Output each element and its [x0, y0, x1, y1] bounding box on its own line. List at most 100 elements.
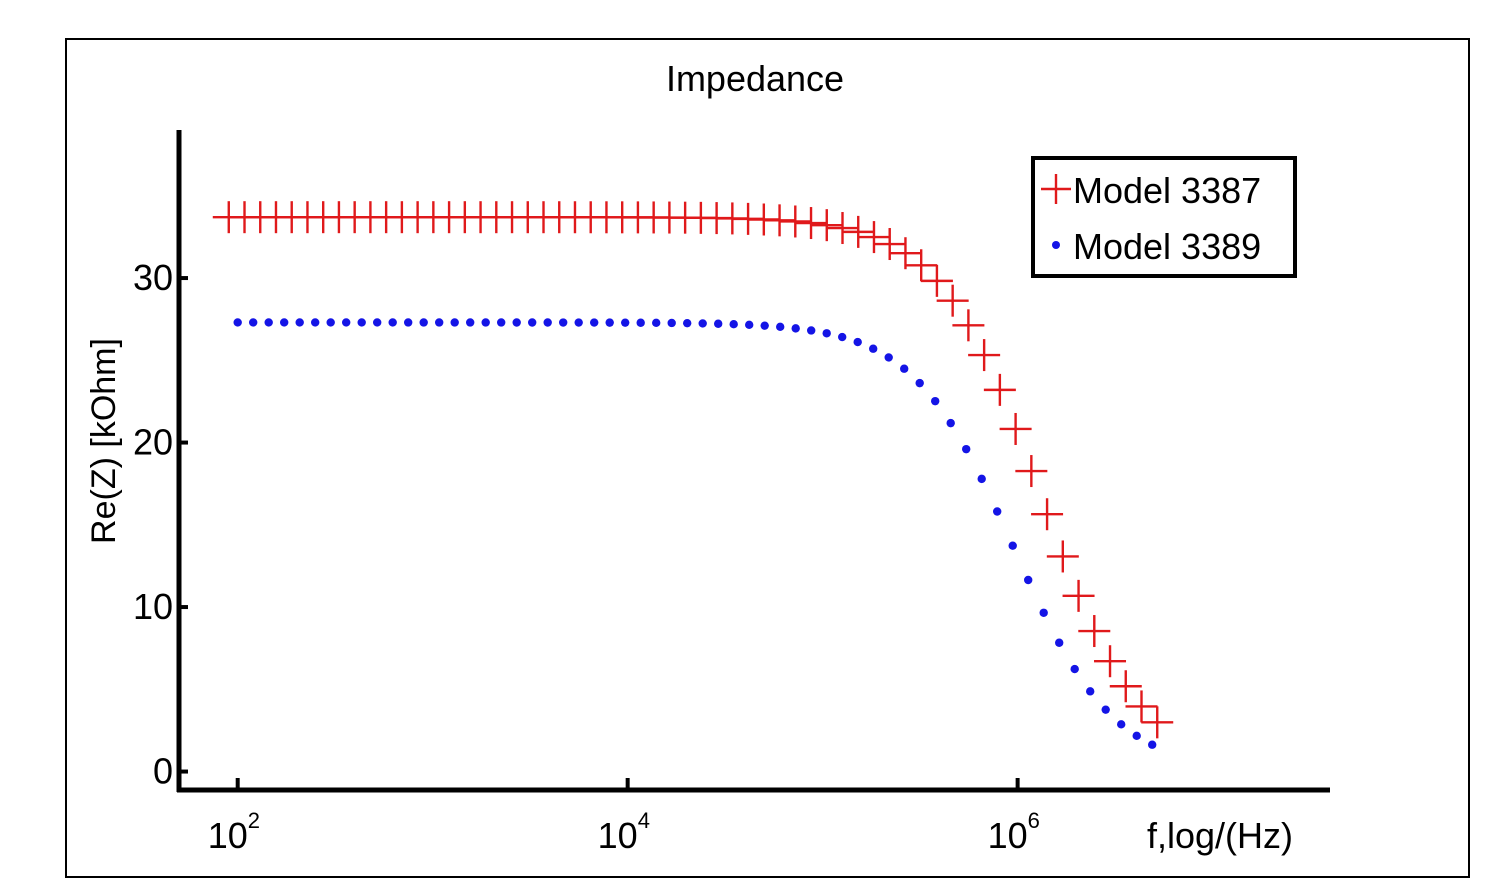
data-point-dot — [1132, 731, 1141, 741]
data-point-dot — [434, 318, 444, 327]
data-point-plus — [1046, 540, 1079, 573]
data-point-dot — [1101, 705, 1110, 714]
data-point-dot — [233, 318, 242, 327]
data-point-plus — [842, 215, 875, 248]
data-point-plus — [1141, 706, 1174, 739]
data-point-dot — [1148, 740, 1157, 749]
data-point-plus — [952, 309, 985, 342]
data-point-dot — [853, 337, 862, 347]
y-tick-label: 10 — [133, 586, 173, 627]
data-point-plus — [810, 209, 843, 242]
data-point-plus — [826, 212, 859, 245]
chart-title: Impedance — [666, 58, 844, 99]
data-point-dot — [1039, 608, 1048, 617]
data-point-plus — [1125, 690, 1158, 723]
data-point-dot — [993, 507, 1002, 516]
data-point-dot — [946, 418, 955, 428]
data-point-dot — [279, 318, 289, 327]
data-point-dot — [900, 364, 909, 373]
data-point-dot — [326, 318, 335, 327]
data-point-dot — [651, 318, 661, 328]
data-point-dot — [558, 318, 568, 327]
data-point-dot — [481, 318, 490, 327]
data-point-dot — [620, 318, 630, 327]
data-point-plus — [999, 412, 1032, 445]
figure-frame: Impedance 0 10 20 30 102 104 106 Re(Z) [kOhm]… — [65, 38, 1470, 878]
data-point-dot — [295, 318, 304, 327]
y-tick-label: 0 — [153, 751, 173, 792]
series-model-3387 — [212, 201, 1174, 739]
plot-area — [212, 201, 1174, 749]
data-point-plus — [983, 373, 1016, 406]
data-point-dot — [806, 326, 816, 335]
legend-label-model-3389: Model 3389 — [1073, 226, 1261, 267]
data-point-dot — [636, 318, 645, 327]
data-point-plus — [968, 339, 1001, 372]
data-point-dot — [264, 318, 273, 327]
data-point-dot — [1086, 687, 1095, 696]
data-point-dot — [838, 332, 847, 342]
x-tick-label: 102 — [208, 808, 260, 856]
data-point-dot — [1070, 664, 1079, 674]
data-point-dot — [450, 318, 459, 327]
data-point-dot — [496, 318, 506, 327]
data-point-dot — [248, 318, 258, 327]
data-point-plus — [779, 205, 812, 238]
data-point-dot — [915, 378, 924, 388]
data-point-dot — [791, 324, 800, 333]
series-model-3389 — [233, 318, 1157, 749]
data-point-dot — [589, 318, 599, 327]
legend-box — [1031, 156, 1297, 278]
data-point-dot — [372, 318, 382, 327]
data-point-dot — [310, 318, 320, 327]
data-point-dot — [419, 318, 428, 327]
data-point-dot — [388, 318, 397, 327]
data-point-plus — [1031, 498, 1064, 531]
data-point-plus — [1015, 455, 1048, 488]
y-axis-label: Re(Z) [kOhm] — [85, 338, 123, 544]
data-point-dot — [1055, 638, 1064, 647]
data-point-plus — [1062, 579, 1095, 612]
data-point-plus — [920, 264, 953, 297]
data-point-dot — [667, 318, 676, 328]
data-point-dot — [698, 319, 707, 328]
data-point-dot — [357, 318, 366, 327]
data-point-plus — [1109, 670, 1142, 703]
data-point-dot — [760, 321, 769, 330]
data-point-plus — [905, 249, 938, 282]
data-point-dot — [512, 318, 521, 327]
data-point-plus — [795, 207, 828, 240]
data-point-dot — [744, 320, 754, 330]
data-point-dot — [869, 344, 878, 353]
impedance-chart: Impedance 0 10 20 30 102 104 106 Re(Z) [kOhm]… — [85, 58, 1330, 856]
data-point-dot — [403, 318, 413, 327]
y-tick-label: 30 — [133, 257, 173, 298]
data-point-dot — [605, 318, 614, 327]
x-axis-label: f,log/(Hz) — [1147, 815, 1293, 856]
y-tick-label: 20 — [133, 422, 173, 463]
y-ticks: 0 10 20 30 — [133, 257, 188, 792]
data-point-plus — [873, 228, 906, 261]
data-point-dot — [713, 319, 723, 328]
x-ticks: 102 104 106 — [208, 778, 1040, 856]
data-point-dot — [543, 318, 552, 327]
data-point-dot — [1008, 541, 1017, 550]
data-point-dot — [1117, 720, 1126, 729]
data-point-plus — [1094, 645, 1127, 678]
data-point-dot — [775, 322, 785, 332]
axes — [176, 130, 1330, 793]
legend-marker-dot — [1052, 241, 1060, 249]
data-point-dot — [962, 444, 971, 454]
x-tick-label: 104 — [598, 808, 650, 856]
data-point-dot — [1024, 575, 1033, 585]
data-point-dot — [682, 318, 692, 328]
data-point-dot — [931, 396, 940, 406]
data-point-plus — [936, 284, 969, 317]
data-point-dot — [341, 318, 351, 327]
data-point-dot — [729, 320, 738, 329]
data-point-dot — [977, 474, 986, 484]
data-point-dot — [822, 329, 831, 338]
data-point-plus — [857, 221, 890, 254]
legend-item-model-3387: Model 3387 — [1041, 170, 1261, 211]
legend-item-model-3389: Model 3389 — [1052, 226, 1261, 267]
